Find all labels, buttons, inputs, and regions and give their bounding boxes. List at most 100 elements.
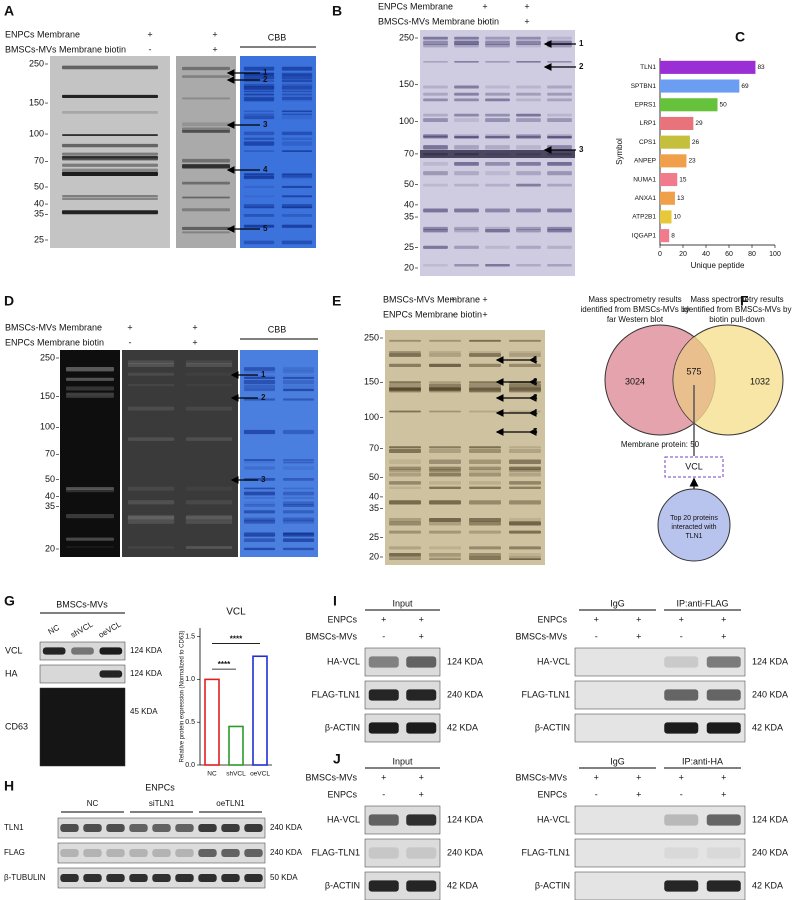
gel-band <box>454 263 479 267</box>
size-label: 124 KDA <box>752 656 788 666</box>
bar <box>660 173 678 187</box>
gel-band <box>429 469 461 472</box>
gel-band <box>423 229 448 233</box>
gel-band <box>282 534 315 537</box>
gel-band <box>469 351 501 354</box>
blot-band <box>129 874 148 882</box>
lane-label: shVCL <box>69 619 95 639</box>
gel-band <box>516 183 541 187</box>
bar <box>660 116 694 130</box>
y-axis-label: Symbol <box>615 138 624 165</box>
gel-band <box>62 172 158 177</box>
sign: + <box>594 614 599 624</box>
gel-band <box>389 410 421 413</box>
mw-marker: 20 <box>369 551 379 561</box>
gel-band <box>485 92 510 96</box>
gel-band <box>282 517 315 522</box>
size-label: 50 KDA <box>270 873 298 882</box>
gel-band <box>429 459 461 464</box>
gel-band <box>243 99 275 102</box>
sign: + <box>679 614 684 624</box>
blot-band <box>71 647 94 655</box>
blot-band <box>244 849 263 857</box>
mw-marker: 40 <box>369 491 379 501</box>
gel-band <box>429 518 461 522</box>
gel-band <box>423 118 448 123</box>
gel-band <box>281 175 313 180</box>
gel-band <box>282 501 315 505</box>
gel-band <box>547 183 572 187</box>
sign: + <box>419 789 424 799</box>
gel-band <box>509 353 541 357</box>
value-label: 8 <box>671 232 675 239</box>
condition-label: BMSCs-MVs <box>516 631 568 641</box>
gel-band <box>516 98 541 102</box>
blot-band <box>244 874 263 882</box>
mw-marker: 35 <box>34 209 44 219</box>
panel-letter: D <box>4 293 14 309</box>
gel-band <box>516 145 541 150</box>
gel-band <box>281 131 313 136</box>
gel-band <box>516 245 541 249</box>
gel-band <box>185 500 233 505</box>
gel-band <box>243 141 275 146</box>
mw-marker: 35 <box>45 501 55 511</box>
condition-label: BMSCs-MVs <box>306 772 358 782</box>
arrow-label: 1 <box>263 68 268 77</box>
sign: + <box>127 322 132 332</box>
gel-band <box>389 459 421 464</box>
blot-band <box>706 722 741 734</box>
sign: + <box>381 772 386 782</box>
gel <box>50 56 170 248</box>
section-header: IgG <box>610 756 625 766</box>
condition-label: BMSCs-MVs <box>306 631 358 641</box>
gel-band <box>516 92 541 96</box>
gel-band <box>62 168 158 173</box>
mw-marker: 25 <box>369 532 379 542</box>
bar <box>660 60 756 74</box>
gel-band <box>66 514 114 519</box>
y-tick-label: 1.5 <box>185 633 195 640</box>
gel-band <box>127 362 175 368</box>
sign: + <box>212 44 217 54</box>
blot-band <box>60 824 79 832</box>
sign: - <box>595 789 598 799</box>
gel-band <box>281 83 313 87</box>
gel-band <box>62 94 158 98</box>
y-tick-label: 0.0 <box>185 762 195 769</box>
sign: + <box>636 614 641 624</box>
sign: - <box>382 789 385 799</box>
value-label: 69 <box>741 83 749 90</box>
row-label: HA-VCL <box>537 814 570 824</box>
gel-band <box>454 40 479 46</box>
gel-band <box>454 118 479 123</box>
gel-band <box>389 500 421 505</box>
gel-band <box>485 61 510 63</box>
gel-band <box>127 383 175 387</box>
gel-band <box>62 163 158 167</box>
gel-band <box>469 410 501 413</box>
gel-band <box>62 197 158 201</box>
gel-band <box>243 225 275 227</box>
gel <box>122 350 238 557</box>
significance: **** <box>230 635 243 644</box>
gel-band <box>429 530 461 534</box>
gel-band <box>485 226 510 231</box>
sign: + <box>636 772 641 782</box>
gel-band <box>243 388 276 392</box>
gel-band <box>282 510 315 514</box>
arrow-label: 3 <box>263 120 268 129</box>
blot-band <box>152 849 171 857</box>
blot-band <box>83 849 102 857</box>
gel-band <box>429 521 461 526</box>
gel-band <box>127 486 175 491</box>
gel-band <box>281 96 313 100</box>
gel-band <box>389 558 421 560</box>
row-label: HA-VCL <box>537 656 570 666</box>
gel-band <box>516 226 541 231</box>
gel-band <box>547 245 572 249</box>
blot-band <box>664 722 699 734</box>
blot-band <box>221 849 240 857</box>
gel-band <box>485 245 510 249</box>
gel-band <box>243 96 275 100</box>
